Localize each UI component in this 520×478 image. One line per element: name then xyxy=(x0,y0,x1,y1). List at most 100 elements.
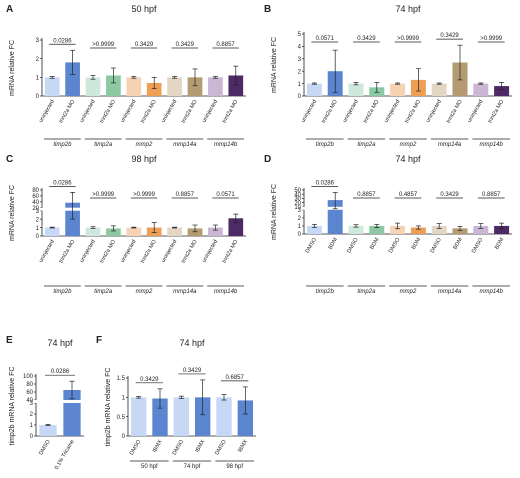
bar xyxy=(348,83,364,96)
p-value-label: 0.0571 xyxy=(316,36,335,42)
x-tick-label: DMSO xyxy=(471,236,485,254)
bar xyxy=(228,218,244,236)
x-tick-label: tnnt2a MO xyxy=(140,238,158,264)
x-tick-label: IBMX xyxy=(152,439,164,454)
bar xyxy=(228,75,244,96)
x-tick-label: tnnt2a MO xyxy=(58,98,76,124)
x-tick-label: uninjected xyxy=(120,239,138,264)
bar xyxy=(306,225,322,234)
p-value-label: >0.9999 xyxy=(92,42,115,48)
x-tick-label: uninjected xyxy=(38,239,56,264)
y-tick-label: 3 xyxy=(36,38,40,44)
x-tick-label: DMSO xyxy=(38,438,52,456)
bar xyxy=(106,228,121,236)
y-tick-label: 3 xyxy=(30,401,34,407)
panel-letter: F xyxy=(96,335,102,346)
y-tick-label: 3 xyxy=(298,208,302,214)
panel-letter: A xyxy=(6,4,13,15)
bar xyxy=(216,397,232,436)
group-label: timp2b xyxy=(316,142,335,148)
group-label: timp2a xyxy=(94,142,113,148)
bar xyxy=(410,227,426,234)
group-label: mmp2 xyxy=(400,142,417,148)
x-tick-label: tnnt2a MO xyxy=(446,98,464,124)
y-tick-label: 100 xyxy=(23,374,34,380)
group-label: mmp2 xyxy=(400,289,417,295)
axis-break xyxy=(33,400,39,403)
y-tick-label: 40 xyxy=(26,398,33,404)
group-label: timp2b xyxy=(316,289,335,295)
y-tick-label: 1 xyxy=(36,226,40,232)
y-tick-label: 3 xyxy=(298,57,302,63)
y-tick-label: 1.5 xyxy=(117,376,126,382)
y-axis-label: mRNA relative FC xyxy=(9,185,16,241)
panel-title: 98 hpf xyxy=(131,154,157,164)
group-label: timp2b xyxy=(53,142,72,148)
bar xyxy=(44,77,60,96)
y-tick-label: 2 xyxy=(298,216,302,222)
x-tick-label: BDM xyxy=(452,237,464,251)
x-tick-label: uninjected xyxy=(120,99,138,124)
bar xyxy=(173,397,190,436)
bar xyxy=(237,400,254,436)
group-label: mmp14b xyxy=(214,289,238,295)
x-tick-label: uninjected xyxy=(161,99,179,124)
bar xyxy=(44,227,60,236)
p-value-label: 0.3429 xyxy=(140,377,159,383)
bar xyxy=(452,228,468,234)
y-tick-label: 0 xyxy=(36,234,40,240)
y-tick-label: 4 xyxy=(298,45,302,51)
x-tick-label: uninjected xyxy=(300,99,318,124)
panel-title: 74 hpf xyxy=(395,154,421,164)
p-value-label: 0.8857 xyxy=(176,192,195,198)
y-tick-label: 60 xyxy=(32,194,39,200)
y-tick-label: 0.5 xyxy=(117,415,126,421)
bar xyxy=(431,225,447,234)
y-tick-label: 1 xyxy=(36,76,40,82)
bar xyxy=(390,83,406,96)
group-label: mmp14a xyxy=(173,289,197,295)
x-tick-label: uninjected xyxy=(425,99,443,124)
group-label: mmp14a xyxy=(438,142,462,148)
bar xyxy=(130,397,147,436)
p-value-label: 0.3429 xyxy=(440,33,459,39)
bar xyxy=(187,228,203,236)
y-tick-label: 50 xyxy=(294,188,301,194)
x-tick-label: DMSO xyxy=(388,236,402,254)
p-value-label: 0.0286 xyxy=(316,181,335,187)
p-value-label: 0.8857 xyxy=(357,192,376,198)
bar xyxy=(390,225,406,234)
group-label: timp2a xyxy=(357,142,376,148)
bar xyxy=(473,83,489,96)
p-value-label: 0.8857 xyxy=(482,192,501,198)
x-tick-label: tnnt2a MO xyxy=(321,98,339,124)
group-label: 50 hpf xyxy=(141,464,158,470)
group-label: mmp14a xyxy=(173,142,197,148)
bar xyxy=(85,77,101,96)
group-label: timp2b xyxy=(53,289,72,295)
p-value-label: 0.3429 xyxy=(135,42,154,48)
x-tick-label: DMSO xyxy=(214,438,228,456)
y-tick-label: 40 xyxy=(32,200,39,206)
bar xyxy=(106,75,121,96)
x-tick-label: tnnt2a MO xyxy=(99,98,117,124)
x-tick-label: BDM xyxy=(369,237,381,251)
x-tick-label: tnnt2a MO xyxy=(221,98,239,124)
p-value-label: >0.9999 xyxy=(480,36,503,42)
y-tick-label: 40 xyxy=(294,192,301,198)
y-tick-label: 1 xyxy=(298,224,302,230)
y-tick-label: 80 xyxy=(32,188,39,194)
y-tick-label: 2 xyxy=(36,57,40,63)
panel-letter: B xyxy=(264,4,271,15)
group-label: mmp2 xyxy=(136,289,153,295)
panel-title: 74 hpf xyxy=(395,4,421,14)
x-tick-label: tnnt2a MO xyxy=(181,98,199,124)
x-tick-label: 0.1% Tricaine xyxy=(54,439,76,471)
x-tick-label: tnnt2a MO xyxy=(221,238,239,264)
x-tick-label: tnnt2a MO xyxy=(140,98,158,124)
group-label: mmp14b xyxy=(480,289,504,295)
bar xyxy=(126,77,142,96)
p-value-label: 0.3429 xyxy=(176,42,195,48)
p-value-label: 0.0286 xyxy=(53,180,72,186)
x-tick-label: tnnt2a MO xyxy=(58,238,76,264)
